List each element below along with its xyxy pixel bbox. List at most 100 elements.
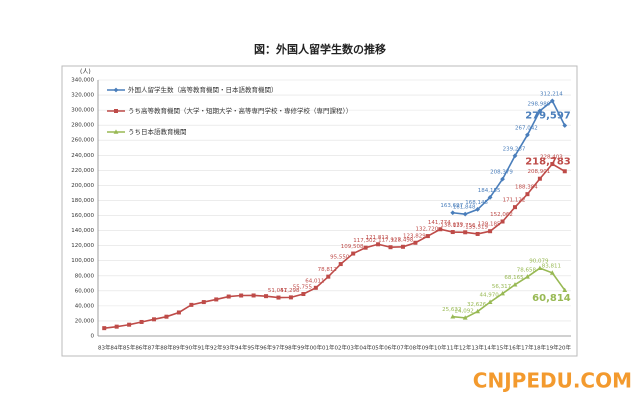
marker — [500, 219, 505, 224]
x-tick-label: 94年 — [235, 344, 248, 352]
marker — [549, 98, 555, 104]
data-label: 239,287 — [503, 146, 526, 152]
marker — [562, 123, 568, 128]
watermark: CNJPEDU.COM — [473, 369, 632, 393]
marker — [326, 274, 331, 279]
y-tick-label: 0 — [91, 334, 95, 340]
marker — [487, 194, 493, 200]
data-label: 25,622 — [442, 307, 461, 313]
marker — [550, 162, 555, 167]
data-label: 312,214 — [540, 91, 563, 97]
legend-label: 外国人留学生数（高等教育機関・日本語教育機関） — [128, 85, 278, 94]
marker — [288, 295, 293, 300]
marker — [214, 297, 219, 302]
data-label: 298,980 — [528, 101, 551, 107]
data-label: 55,755 — [293, 285, 313, 291]
x-tick-label: 06年 — [384, 344, 397, 352]
y-tick-label: 320,000 — [71, 93, 94, 99]
data-label: 117,927 — [378, 238, 401, 244]
marker — [512, 153, 518, 159]
y-tick-label: 340,000 — [71, 78, 94, 84]
marker — [201, 300, 206, 305]
marker — [251, 293, 256, 298]
marker — [525, 192, 530, 197]
legend-marker — [113, 87, 119, 93]
x-tick-label: 05年 — [372, 344, 385, 352]
data-label: 267,042 — [515, 125, 538, 131]
marker — [226, 294, 231, 299]
marker — [351, 251, 356, 256]
marker — [450, 230, 455, 235]
y-tick-label: 220,000 — [71, 168, 94, 174]
data-label: 90,079 — [529, 259, 549, 265]
x-tick-label: 83年 — [98, 344, 111, 352]
x-tick-label: 91年 — [198, 344, 211, 352]
series-line — [104, 162, 566, 329]
marker — [114, 324, 119, 329]
series-line — [452, 99, 566, 215]
marker — [363, 245, 368, 250]
marker — [264, 294, 269, 299]
data-label: 171,122 — [503, 198, 526, 204]
marker — [413, 240, 418, 245]
marker — [127, 322, 132, 327]
marker — [313, 285, 318, 290]
x-tick-label: 15年 — [496, 344, 509, 352]
data-label: 121,812 — [366, 235, 389, 241]
data-label: 228,403 — [540, 155, 563, 161]
y-tick-label: 300,000 — [71, 108, 94, 114]
plot-frame — [61, 65, 578, 357]
marker — [462, 211, 468, 217]
marker — [537, 176, 542, 181]
marker — [102, 326, 107, 331]
data-label: 208,901 — [528, 169, 551, 175]
marker — [239, 293, 244, 298]
x-tick-label: 98年 — [285, 344, 298, 352]
series-line — [452, 267, 566, 319]
x-tick-label: 93年 — [222, 344, 235, 352]
data-label: 152,062 — [490, 212, 513, 218]
marker — [425, 234, 430, 239]
data-label: 163,697 — [440, 203, 463, 209]
marker — [376, 242, 381, 247]
x-tick-label: 95年 — [247, 344, 260, 352]
marker — [512, 282, 518, 287]
marker — [549, 270, 555, 275]
y-tick-label: 20,000 — [75, 318, 95, 324]
marker — [537, 108, 543, 114]
data-label: 68,165 — [504, 275, 524, 281]
legend-marker — [113, 129, 119, 134]
x-tick-label: 90年 — [185, 344, 198, 352]
data-label: 51,298 — [280, 288, 300, 294]
marker — [500, 290, 505, 296]
data-label: 109,508 — [341, 244, 364, 250]
x-tick-label: 16年 — [509, 344, 522, 352]
x-tick-label: 87年 — [148, 344, 161, 352]
y-tick-label: 120,000 — [71, 243, 94, 249]
marker — [276, 295, 281, 300]
y-tick-label: 200,000 — [71, 183, 94, 189]
x-tick-label: 92年 — [210, 344, 223, 352]
marker — [512, 205, 517, 210]
y-tick-label: 100,000 — [71, 258, 94, 264]
data-label: 51,047 — [268, 288, 288, 294]
data-label: 218,783 — [525, 156, 571, 167]
x-tick-label: 02年 — [334, 344, 347, 352]
data-label: 32,626 — [467, 302, 487, 308]
y-tick-label: 80,000 — [75, 273, 95, 279]
marker — [450, 314, 456, 319]
marker — [562, 287, 568, 293]
marker — [338, 262, 343, 267]
data-label: 132,720 — [415, 227, 438, 233]
data-label: 161,848 — [453, 205, 476, 211]
data-label: 60,814 — [532, 293, 571, 304]
data-label: 279,597 — [525, 110, 571, 121]
marker — [525, 132, 530, 138]
data-label: 184,155 — [478, 188, 501, 194]
marker — [475, 308, 481, 314]
x-tick-label: 88年 — [160, 344, 173, 352]
x-tick-label: 09年 — [422, 344, 435, 352]
x-tick-label: 10年 — [434, 344, 447, 352]
legend-marker — [114, 109, 118, 113]
data-label: 83,811 — [542, 263, 561, 269]
